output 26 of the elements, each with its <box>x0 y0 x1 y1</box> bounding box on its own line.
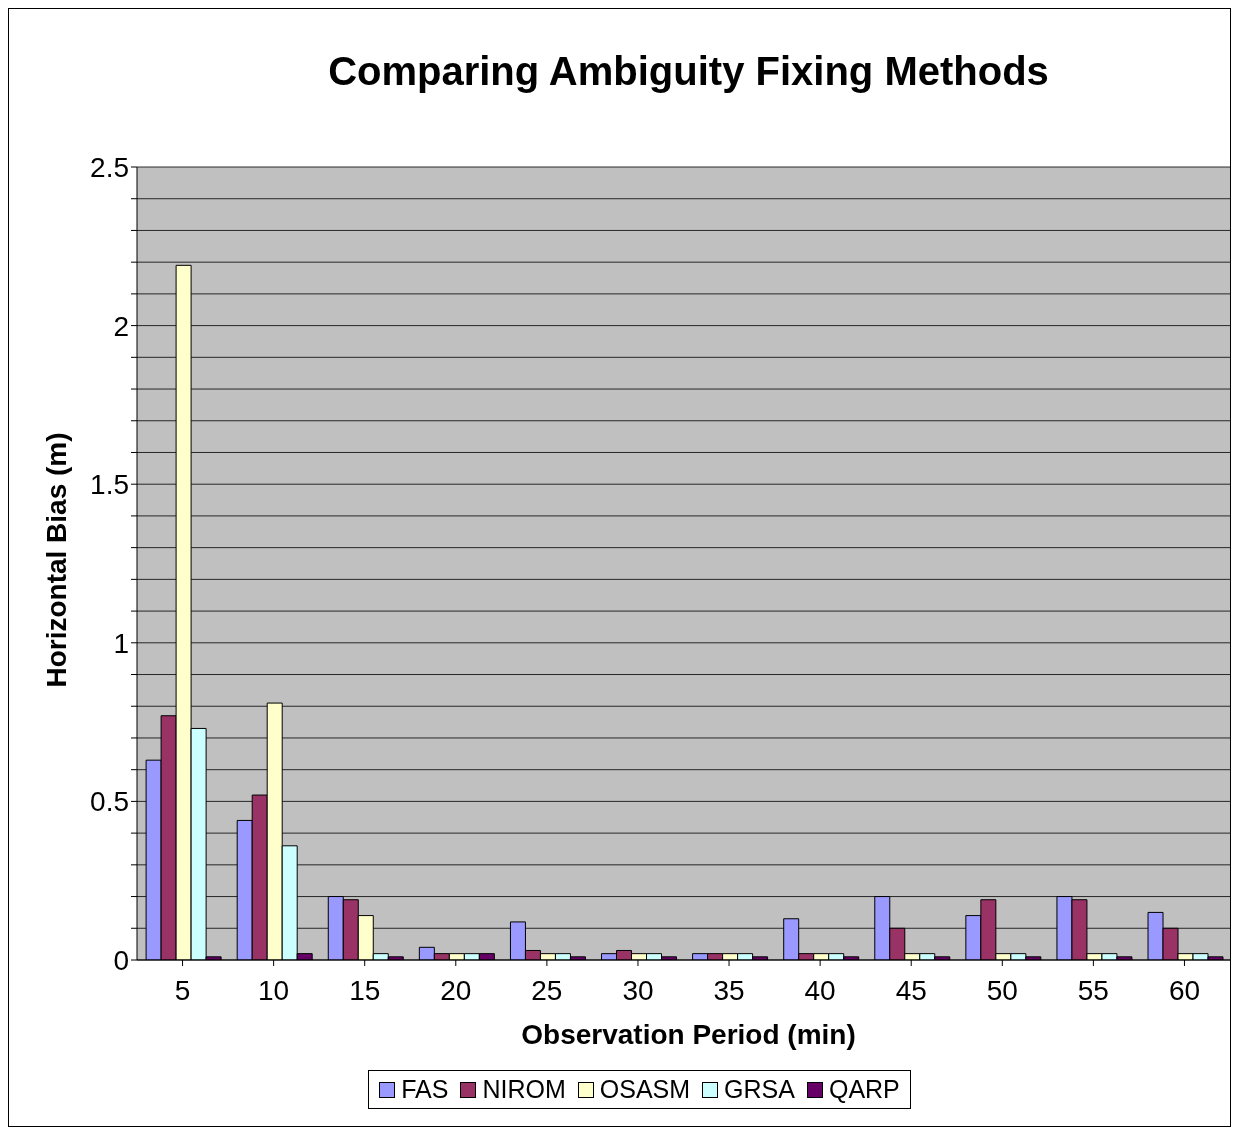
x-axis-title: Observation Period (min) <box>520 1019 857 1051</box>
y-tick-label: 2.5 <box>90 151 129 183</box>
legend-label: OSASM <box>598 1075 691 1104</box>
y-tick-label: 2 <box>113 310 129 342</box>
x-tick-label: 40 <box>804 974 836 1006</box>
x-tick-label: 15 <box>349 974 381 1006</box>
legend-label: QARP <box>827 1075 900 1104</box>
x-tick-label: 35 <box>713 974 745 1006</box>
legend-label: GRSA <box>723 1075 795 1104</box>
y-axis-title: Horizontal Bias (m) <box>41 432 73 688</box>
legend-label: FAS <box>400 1075 449 1104</box>
x-tick-label: 25 <box>531 974 563 1006</box>
x-tick-label: 45 <box>895 974 927 1006</box>
x-tick-label: 10 <box>258 974 290 1006</box>
legend-label: NIROM <box>481 1075 566 1104</box>
x-tick-label: 20 <box>440 974 472 1006</box>
y-tick-label: 1 <box>113 627 129 659</box>
y-tick-label: 0.5 <box>90 786 129 818</box>
y-tick-label: 0 <box>113 944 129 976</box>
chart-title: Comparing Ambiguity Fixing Methods <box>327 49 1050 94</box>
x-tick-label: 50 <box>986 974 1018 1006</box>
x-tick-label: 55 <box>1077 974 1109 1006</box>
x-tick-label: 5 <box>174 974 191 1006</box>
x-tick-label: 60 <box>1168 974 1201 1006</box>
y-tick-label: 1.5 <box>90 469 129 501</box>
x-tick-label: 30 <box>622 974 654 1006</box>
